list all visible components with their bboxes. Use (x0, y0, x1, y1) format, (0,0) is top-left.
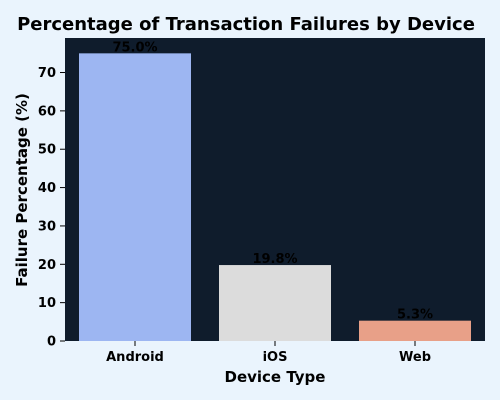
data-label-web: 5.3% (397, 308, 433, 323)
y-tick-label: 40 (38, 181, 56, 196)
y-tick-label: 10 (38, 296, 56, 311)
y-axis-ticks: 0 10 20 30 40 50 60 70 (38, 66, 65, 350)
y-tick-label: 50 (38, 143, 56, 158)
data-label-ios: 19.8% (252, 252, 297, 267)
data-label-android: 75.0% (112, 40, 157, 55)
y-tick-label: 30 (38, 219, 56, 234)
y-tick-label: 0 (47, 335, 56, 350)
x-tick-label: iOS (263, 350, 288, 365)
bar-android (79, 53, 191, 342)
chart-title: Percentage of Transaction Failures by De… (17, 14, 475, 35)
x-tick-label: Web (399, 350, 431, 365)
bar-ios (219, 265, 331, 341)
y-tick-label: 70 (38, 66, 56, 81)
y-tick-label: 60 (38, 104, 56, 119)
data-labels-group: 75.0% 19.8% 5.3% (112, 40, 433, 322)
bar-web (359, 320, 471, 341)
x-axis-ticks: Android iOS Web (106, 341, 431, 365)
y-axis-label: Failure Percentage (%) (13, 93, 31, 287)
bars-group (79, 53, 471, 342)
y-tick-label: 20 (38, 258, 56, 273)
x-axis-label: Device Type (225, 368, 326, 386)
x-tick-label: Android (106, 350, 164, 365)
